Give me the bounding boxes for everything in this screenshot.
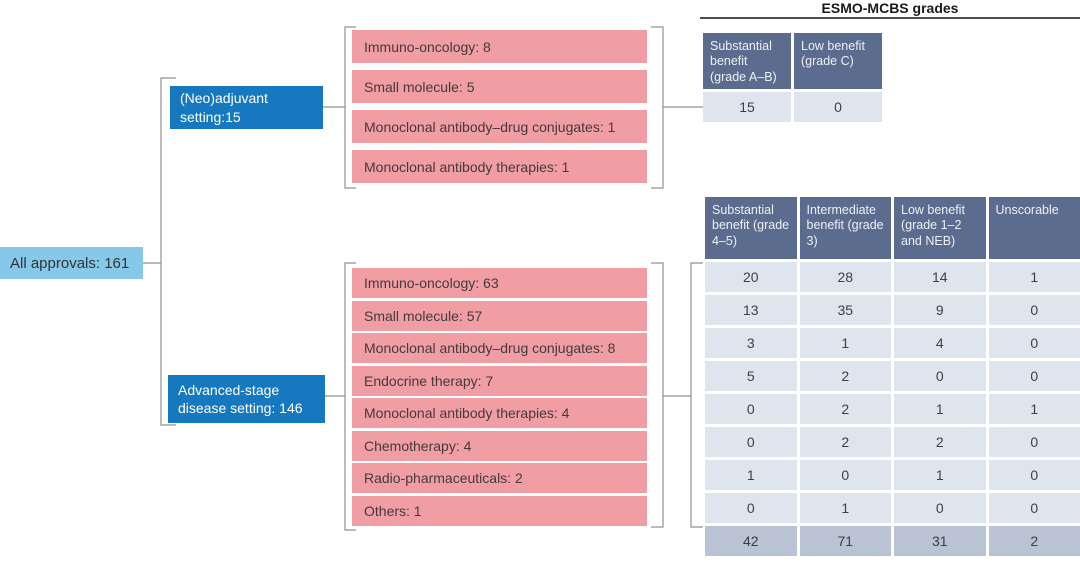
table-cell: 0 — [894, 493, 986, 523]
table-cell: 2 — [799, 394, 891, 424]
table-cell: 0 — [705, 427, 797, 457]
table-cell: 20 — [705, 262, 797, 292]
title-rule — [700, 17, 1080, 19]
table-cell: 1 — [799, 328, 891, 358]
bracket-bottom-right — [651, 262, 664, 528]
table-total-cell: 2 — [988, 526, 1080, 556]
column-header: Intermediate benefit (grade 3) — [799, 197, 891, 259]
table-cell: 5 — [705, 361, 797, 391]
column-header: Substantial benefit (grade 4–5) — [705, 197, 797, 259]
drug-box-neo-adc: Monoclonal antibody–drug conjugates: 1 — [352, 110, 647, 143]
table-neoadjuvant-grades: Substantial benefit (grade A–B) Low bene… — [703, 33, 882, 122]
table-cell: 9 — [894, 295, 986, 325]
column-header: Substantial benefit (grade A–B) — [703, 33, 791, 89]
node-advanced-setting: Advanced-stage disease setting: 146 — [168, 375, 325, 423]
column-header: Low benefit (grade 1–2 and NEB) — [894, 197, 986, 259]
bracket-adv-table — [690, 262, 703, 528]
table-cell: 0 — [894, 361, 986, 391]
drug-box-adv-others: Others: 1 — [352, 495, 647, 526]
bracket-top-right — [651, 26, 664, 189]
table-cell: 1 — [894, 394, 986, 424]
table-cell: 3 — [705, 328, 797, 358]
table-cell: 1 — [894, 460, 986, 490]
drug-box-neo-small-mol: Small molecule: 5 — [352, 70, 647, 103]
table-cell: 2 — [799, 427, 891, 457]
table-cell: 0 — [988, 361, 1080, 391]
bracket-top-left — [344, 26, 356, 189]
table-cell: 1 — [799, 493, 891, 523]
table-total-cell: 31 — [894, 526, 986, 556]
table-cell: 0 — [705, 394, 797, 424]
drug-box-adv-mab: Monoclonal antibody therapies: 4 — [352, 398, 647, 428]
drug-box-adv-chemo: Chemotherapy: 4 — [352, 430, 647, 461]
table-cell: 0 — [799, 460, 891, 490]
node-neoadjuvant-setting: (Neo)adjuvant setting:15 — [170, 86, 323, 129]
table-cell: 2 — [894, 427, 986, 457]
drug-box-adv-immuno: Immuno-oncology: 63 — [352, 268, 647, 298]
figure-title: ESMO-MCBS grades — [821, 0, 959, 16]
table-cell: 0 — [988, 328, 1080, 358]
column-header: Low benefit (grade C) — [794, 33, 882, 89]
table-cell: 14 — [894, 262, 986, 292]
connector-trunk — [160, 77, 176, 426]
table-cell: 1 — [988, 394, 1080, 424]
table-cell: 0 — [988, 460, 1080, 490]
table-cell: 1 — [705, 460, 797, 490]
drug-box-adv-small-mol: Small molecule: 57 — [352, 300, 647, 331]
table-cell: 35 — [799, 295, 891, 325]
drug-box-neo-mab: Monoclonal antibody therapies: 1 — [352, 150, 647, 183]
table-advanced-grades: Substantial benefit (grade 4–5) Intermed… — [705, 197, 1080, 556]
drug-box-adv-radio: Radio-pharmaceuticals: 2 — [352, 463, 647, 493]
table-cell: 1 — [988, 262, 1080, 292]
bracket-bottom-left — [344, 262, 356, 531]
drug-box-adv-endocrine: Endocrine therapy: 7 — [352, 365, 647, 396]
table-cell: 15 — [703, 92, 791, 122]
column-header: Unscorable — [988, 197, 1080, 259]
table-total-cell: 42 — [705, 526, 797, 556]
table-cell: 0 — [988, 295, 1080, 325]
table-cell: 0 — [794, 92, 882, 122]
table-cell: 0 — [705, 493, 797, 523]
table-cell: 13 — [705, 295, 797, 325]
table-cell: 2 — [799, 361, 891, 391]
table-cell: 4 — [894, 328, 986, 358]
table-total-cell: 71 — [799, 526, 891, 556]
drug-box-adv-adc: Monoclonal antibody–drug conjugates: 8 — [352, 333, 647, 363]
node-all-approvals: All approvals: 161 — [0, 247, 143, 279]
table-cell: 0 — [988, 427, 1080, 457]
table-cell: 0 — [988, 493, 1080, 523]
drug-box-neo-immuno: Immuno-oncology: 8 — [352, 30, 647, 63]
table-cell: 28 — [799, 262, 891, 292]
